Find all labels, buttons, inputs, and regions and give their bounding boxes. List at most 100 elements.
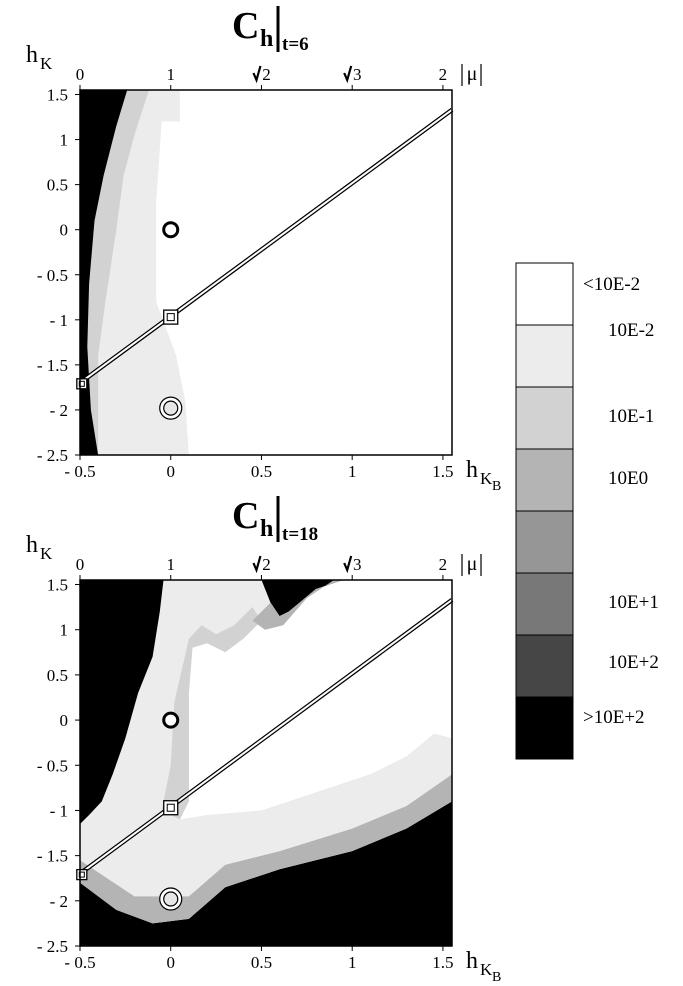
top-tick-label: 2 bbox=[439, 555, 448, 574]
x-axis-label-subsub: B bbox=[492, 970, 501, 985]
heatmap-region bbox=[80, 580, 164, 824]
sqrt-sign-icon bbox=[252, 65, 262, 84]
colorbar-label: <10E-2 bbox=[583, 274, 640, 295]
x-axis-label: h bbox=[466, 948, 478, 974]
circle-marker bbox=[162, 221, 180, 239]
top-tick-label: 2 bbox=[262, 555, 271, 574]
diagonal-line-inner bbox=[79, 599, 453, 875]
x-axis-label-sub: K bbox=[480, 469, 493, 488]
y-tick-label: 1.5 bbox=[47, 576, 68, 595]
y-tick-label: - 2 bbox=[50, 892, 68, 911]
colorbar: <10E-2 10E-2 10E-1 10E0 10E+1 10E+2 >10E+2 bbox=[515, 262, 659, 760]
y-tick-label: - 2.5 bbox=[37, 937, 68, 956]
chart-title-condition: t=6 bbox=[282, 34, 309, 55]
diagonal-line-inner bbox=[79, 109, 453, 384]
colorbar-swatch bbox=[515, 696, 574, 760]
chart-title-sub: h bbox=[260, 26, 273, 52]
y-tick-label: - 1 bbox=[50, 311, 68, 330]
x-tick-label: 0 bbox=[166, 462, 175, 481]
top-tick-label: 1 bbox=[166, 65, 175, 84]
x-axis-label: h bbox=[466, 457, 478, 483]
plot-frame bbox=[79, 89, 453, 456]
heatmap-region bbox=[252, 580, 344, 630]
chart-title: C bbox=[232, 495, 259, 537]
chart-title-sub: h bbox=[260, 516, 273, 542]
colorbar-label: 10E+2 bbox=[608, 652, 659, 673]
x-tick-label: 1.5 bbox=[432, 953, 453, 972]
x-tick-label: 0 bbox=[166, 953, 175, 972]
chart-title-condition: t=18 bbox=[282, 524, 318, 545]
colorbar-label: 10E+1 bbox=[608, 592, 659, 613]
y-tick-label: - 2.5 bbox=[37, 446, 68, 465]
circle-marker-inner bbox=[163, 400, 179, 416]
panel-2: 1.510.50- 0.5- 1- 1.5- 2- 2.5- 0.5 0 0.5 1 1… bbox=[26, 495, 501, 985]
top-axis-label: μ bbox=[467, 553, 478, 575]
y-axis-label: h bbox=[26, 532, 38, 558]
y-tick-label: 1.5 bbox=[47, 86, 68, 105]
sqrt-sign-icon bbox=[343, 555, 353, 574]
top-tick-label: 0 bbox=[76, 65, 85, 84]
colorbar-label: 10E-2 bbox=[608, 320, 654, 341]
y-axis-label: h bbox=[26, 42, 38, 68]
colorbar-swatch bbox=[515, 324, 574, 388]
square-marker bbox=[163, 800, 179, 816]
sqrt-sign-icon bbox=[252, 555, 262, 574]
x-tick-label: 1 bbox=[348, 462, 357, 481]
y-axis-label-sub: K bbox=[40, 544, 53, 563]
x-tick-label: - 0.5 bbox=[64, 953, 95, 972]
square-marker-inner bbox=[166, 803, 175, 812]
chart-title: C bbox=[232, 5, 259, 47]
x-axis-label-subsub: B bbox=[492, 479, 501, 494]
top-tick-label: 2 bbox=[439, 65, 448, 84]
top-tick-label: 2 bbox=[262, 65, 271, 84]
square-marker bbox=[163, 309, 179, 325]
y-tick-label: 0 bbox=[60, 711, 69, 730]
top-axis-label: μ bbox=[467, 63, 478, 85]
y-tick-label: 0 bbox=[60, 221, 69, 240]
square-marker bbox=[76, 868, 88, 881]
y-tick-label: - 1 bbox=[50, 801, 68, 820]
colorbar-swatch bbox=[515, 262, 574, 326]
y-tick-label: - 2 bbox=[50, 401, 68, 420]
x-axis-label-sub: K bbox=[480, 960, 493, 979]
colorbar-swatch bbox=[515, 448, 574, 512]
y-tick-label: - 1.5 bbox=[37, 356, 68, 375]
top-tick-label: 3 bbox=[353, 65, 362, 84]
colorbar-swatch bbox=[515, 572, 574, 636]
y-tick-label: 1 bbox=[60, 621, 69, 640]
heatmap-region bbox=[80, 801, 452, 946]
circle-marker-inner bbox=[163, 891, 179, 907]
colorbar-swatch bbox=[515, 386, 574, 450]
colorbar-label: 10E-1 bbox=[608, 406, 654, 427]
y-tick-label: 0.5 bbox=[47, 666, 68, 685]
sqrt-sign-icon bbox=[343, 65, 353, 84]
heatmap-region bbox=[80, 774, 452, 924]
top-tick-label: 0 bbox=[76, 555, 85, 574]
y-tick-label: - 0.5 bbox=[37, 266, 68, 285]
y-axis-label-sub: K bbox=[40, 54, 53, 73]
x-tick-label: 0.5 bbox=[251, 462, 272, 481]
top-tick-label: 3 bbox=[353, 555, 362, 574]
circle-marker bbox=[162, 711, 180, 729]
top-tick-label: 1 bbox=[166, 555, 175, 574]
panel-1: 1.510.50- 0.5- 1- 1.5- 2- 2.5- 0.5 0 0.5 1 1… bbox=[26, 5, 501, 494]
square-marker bbox=[76, 378, 88, 390]
x-tick-label: 1 bbox=[348, 953, 357, 972]
y-tick-label: 0.5 bbox=[47, 176, 68, 195]
x-tick-label: - 0.5 bbox=[64, 462, 95, 481]
colorbar-swatch bbox=[515, 634, 574, 698]
colorbar-swatch bbox=[515, 510, 574, 574]
y-tick-label: 1 bbox=[60, 131, 69, 150]
heatmap-regions bbox=[80, 580, 452, 946]
heatmap-region bbox=[161, 607, 262, 820]
x-tick-label: 1.5 bbox=[432, 462, 453, 481]
heatmap-region bbox=[80, 733, 452, 897]
colorbar-label: >10E+2 bbox=[583, 707, 645, 728]
colorbar-label: 10E0 bbox=[608, 468, 648, 489]
heatmap-region bbox=[261, 580, 344, 617]
y-tick-label: - 0.5 bbox=[37, 756, 68, 775]
square-marker-inner bbox=[166, 313, 175, 322]
heatmap-region bbox=[80, 90, 128, 455]
x-tick-label: 0.5 bbox=[251, 953, 272, 972]
